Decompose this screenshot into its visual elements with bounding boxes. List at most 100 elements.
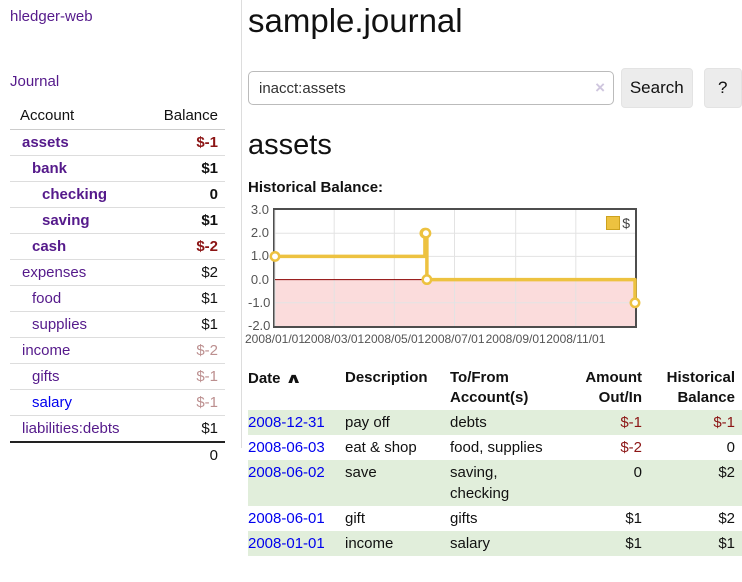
transaction-description: income xyxy=(345,535,394,552)
account-balance: $1 xyxy=(147,415,225,443)
chart-plot-area[interactable]: $ xyxy=(269,208,641,328)
x-axis-tick-label: 2008/05/01 xyxy=(364,332,425,346)
transaction-balance: $2 xyxy=(718,464,735,481)
transaction-balance: $1 xyxy=(718,535,735,552)
main-content: sample.journal × Search ? assets Histori… xyxy=(244,0,742,556)
amount-column-header: Amount Out/In xyxy=(585,369,642,406)
transaction-row: 2008-01-01 income salary $1 $1 xyxy=(248,531,742,556)
transaction-accounts: gifts xyxy=(450,510,478,527)
search-form: × Search ? xyxy=(248,68,742,108)
x-axis-tick-label: 2008/11/01 xyxy=(546,332,606,346)
sidebar-item-journal[interactable]: Journal xyxy=(10,73,60,90)
account-row: checking 0 xyxy=(10,181,225,208)
account-link-gifts[interactable]: gifts xyxy=(32,368,60,385)
date-column-header[interactable]: Date ∧ xyxy=(248,370,302,387)
account-link-bank[interactable]: bank xyxy=(32,160,68,177)
app-title-link[interactable]: hledger-web xyxy=(10,8,93,25)
transaction-date-link[interactable]: 2008-01-01 xyxy=(248,535,325,552)
transaction-row: 2008-06-01 gift gifts $1 $2 xyxy=(248,506,742,531)
x-axis-tick-label: 2008/01/01 xyxy=(244,332,306,346)
account-balance: $-2 xyxy=(147,233,225,260)
y-axis-tick-label: -2.0 xyxy=(248,318,271,333)
transaction-date-link[interactable]: 2008-06-01 xyxy=(248,510,325,527)
transaction-accounts: food, supplies xyxy=(450,439,543,456)
transaction-amount: $-1 xyxy=(620,414,642,431)
x-axis-tick-label: 2008/09/01 xyxy=(485,332,546,346)
help-button[interactable]: ? xyxy=(703,68,742,108)
accounts-table: Account Balance assets $-1 bank $1 check… xyxy=(10,104,225,468)
transaction-amount: $-2 xyxy=(620,439,642,456)
account-balance: $1 xyxy=(147,311,225,338)
account-row: food $1 xyxy=(10,285,225,312)
account-balance: $1 xyxy=(147,285,225,312)
legend-label: $ xyxy=(622,215,630,231)
y-axis-tick-label: 3.0 xyxy=(250,202,269,217)
x-axis-tick-label: 2008/07/01 xyxy=(424,332,485,346)
account-balance: $-2 xyxy=(147,337,225,364)
transaction-balance: $2 xyxy=(718,510,735,527)
transaction-amount: $1 xyxy=(625,535,642,552)
sidebar: hledger-web Journal Account Balance asse… xyxy=(0,0,242,468)
transaction-date-link[interactable]: 2008-06-02 xyxy=(248,464,325,481)
y-axis-tick-label: 2.0 xyxy=(250,225,269,241)
account-row: supplies $1 xyxy=(10,311,225,338)
chart-legend: $ xyxy=(606,215,630,231)
account-link-liabilities-debts[interactable]: liabilities:debts xyxy=(22,420,120,437)
account-balance: $1 xyxy=(147,155,225,182)
historical-column-header: Historical Balance xyxy=(666,369,735,406)
account-balance: $-1 xyxy=(147,363,225,390)
account-column-header: Account xyxy=(10,104,148,130)
clear-search-icon[interactable]: × xyxy=(595,78,605,97)
transaction-description: eat & shop xyxy=(345,439,417,456)
register-table: Date ∧ Description To/From Account(s) Amo… xyxy=(248,366,742,556)
accounts-total-row: 0 xyxy=(10,441,225,468)
transaction-accounts: saving, checking xyxy=(450,464,510,502)
page-title: sample.journal xyxy=(248,2,463,39)
transaction-description: save xyxy=(345,464,377,481)
account-row: cash $-2 xyxy=(10,233,225,260)
transaction-date-link[interactable]: 2008-06-03 xyxy=(248,439,325,456)
account-balance: 0 xyxy=(147,181,225,208)
account-link-expenses[interactable]: expenses xyxy=(22,264,87,281)
historical-balance-chart: $ 3.0 2.0 1.0 0.0 -1.0 -2.0 2008/01/01 2008/03/… xyxy=(244,202,742,346)
chart-title: Historical Balance: xyxy=(248,179,384,196)
account-row: income $-2 xyxy=(10,337,225,364)
account-row: assets $-1 xyxy=(10,129,225,156)
transaction-balance: $-1 xyxy=(713,414,735,431)
account-balance: $2 xyxy=(147,259,225,286)
account-link-saving[interactable]: saving xyxy=(42,212,90,229)
account-balance: $1 xyxy=(147,207,225,234)
account-row: gifts $-1 xyxy=(10,363,225,390)
account-row: salary $-1 xyxy=(10,389,225,416)
account-row: liabilities:debts $1 xyxy=(10,415,225,443)
account-balance: $-1 xyxy=(147,129,225,156)
transaction-description: gift xyxy=(345,510,366,527)
search-input[interactable] xyxy=(248,71,614,105)
search-box: × xyxy=(248,71,614,105)
y-axis-tick-label: 1.0 xyxy=(250,248,269,264)
register-header-row: Date ∧ Description To/From Account(s) Amo… xyxy=(248,366,742,410)
y-axis-tick-label: -1.0 xyxy=(248,294,271,310)
transaction-date-link[interactable]: 2008-12-31 xyxy=(248,414,325,431)
account-link-supplies[interactable]: supplies xyxy=(32,316,88,333)
transaction-accounts: salary xyxy=(450,535,491,552)
account-balance: $-1 xyxy=(147,389,225,416)
search-button[interactable]: Search xyxy=(621,68,693,108)
transaction-row: 2008-12-31 pay off debts $-1 $-1 xyxy=(248,410,742,435)
accounts-total-value: 0 xyxy=(147,441,225,468)
account-link-food[interactable]: food xyxy=(32,290,62,307)
account-link-income[interactable]: income xyxy=(22,342,71,359)
account-link-checking[interactable]: checking xyxy=(42,186,108,203)
transaction-balance: 0 xyxy=(726,439,735,456)
legend-swatch-icon xyxy=(606,216,621,230)
transaction-description: pay off xyxy=(345,414,390,431)
account-link-cash[interactable]: cash xyxy=(32,238,67,255)
y-axis-tick-label: 0.0 xyxy=(250,271,269,287)
tofrom-column-header: To/From Account(s) xyxy=(450,369,529,406)
balance-column-header: Balance xyxy=(147,104,225,130)
account-link-salary[interactable]: salary xyxy=(32,394,73,411)
account-link-assets[interactable]: assets xyxy=(22,134,69,151)
transaction-row: 2008-06-03 eat & shop food, supplies $-2… xyxy=(248,435,742,460)
transaction-amount: 0 xyxy=(633,464,642,481)
transaction-row: 2008-06-02 save saving, checking 0 $2 xyxy=(248,460,742,506)
